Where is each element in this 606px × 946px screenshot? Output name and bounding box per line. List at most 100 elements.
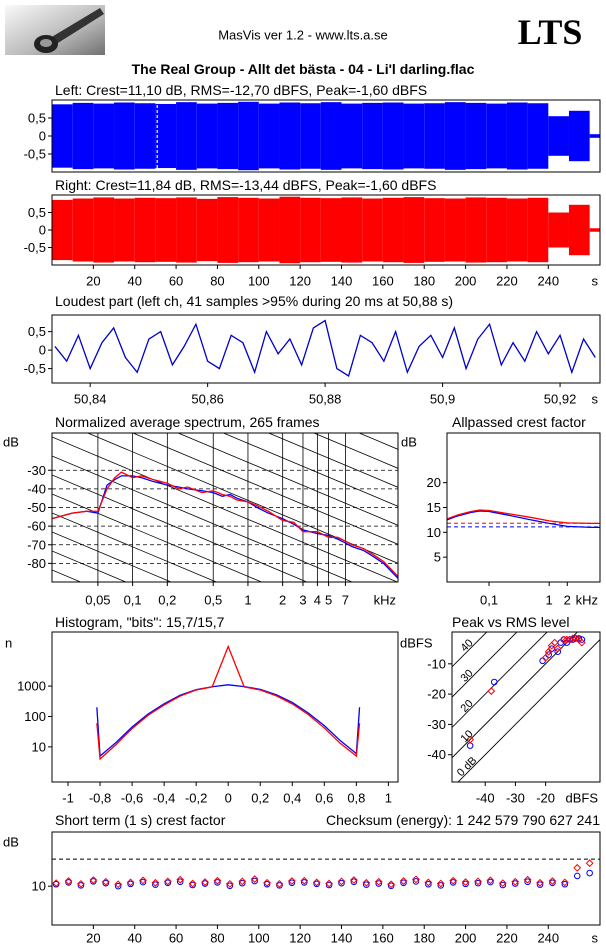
point bbox=[238, 879, 246, 887]
plot-frame bbox=[51, 99, 601, 173]
point bbox=[412, 878, 420, 885]
x-tick-label: 1 bbox=[385, 791, 392, 806]
point bbox=[225, 879, 234, 888]
chart-title: Right: Crest=11,84 dB, RMS=-13,44 dBFS, … bbox=[55, 177, 436, 193]
point bbox=[487, 878, 494, 886]
point bbox=[101, 877, 110, 886]
point bbox=[424, 878, 433, 887]
point bbox=[139, 878, 147, 886]
point bbox=[523, 875, 532, 884]
plot-area bbox=[452, 632, 600, 782]
point bbox=[577, 638, 586, 647]
waveform-envelope bbox=[506, 102, 528, 170]
point bbox=[337, 877, 346, 886]
y-axis-label: dB bbox=[3, 435, 19, 450]
y-tick-label: 100 bbox=[24, 709, 46, 724]
waveform-envelope bbox=[486, 103, 507, 169]
waveform-envelope bbox=[155, 103, 177, 169]
y-tick-label: -70 bbox=[27, 537, 46, 552]
x-tick-label: -0,2 bbox=[185, 791, 207, 806]
plot-area bbox=[447, 433, 600, 582]
x-tick-label: 140 bbox=[331, 931, 353, 946]
point bbox=[466, 735, 475, 744]
point bbox=[461, 878, 470, 886]
x-tick-label: 80 bbox=[210, 274, 224, 289]
data-line bbox=[96, 684, 361, 758]
y-tick-label: 10 bbox=[32, 879, 46, 894]
waveform-envelope bbox=[362, 102, 383, 170]
crest-line bbox=[452, 632, 518, 698]
point bbox=[201, 878, 209, 886]
waveform-envelope bbox=[238, 101, 259, 171]
point bbox=[560, 878, 569, 887]
point bbox=[553, 644, 562, 653]
diagonal-grid bbox=[222, 433, 398, 507]
logo bbox=[5, 5, 105, 55]
waveform-envelope bbox=[217, 197, 239, 263]
y-tick-label: -20 bbox=[427, 687, 446, 702]
point bbox=[511, 877, 520, 886]
waveform-envelope bbox=[362, 198, 383, 262]
point bbox=[554, 648, 562, 655]
waveform-envelope bbox=[341, 103, 363, 169]
diagonal-grid bbox=[267, 433, 398, 488]
diagonal-grid bbox=[52, 455, 354, 582]
waveform-envelope bbox=[527, 197, 549, 263]
y-axis-label: n bbox=[5, 636, 12, 651]
waveform-envelope bbox=[506, 198, 528, 262]
waveform-envelope bbox=[114, 102, 135, 170]
point bbox=[387, 882, 395, 890]
x-axis-label: kHz bbox=[374, 593, 396, 608]
point bbox=[449, 876, 458, 885]
x-tick-label: 120 bbox=[289, 274, 311, 289]
x-tick-label: -0,4 bbox=[153, 791, 175, 806]
x-tick-label: 20 bbox=[86, 931, 100, 946]
point bbox=[499, 881, 507, 889]
x-tick-label: 50,88 bbox=[309, 392, 342, 407]
x-axis-label: s bbox=[592, 274, 599, 289]
point bbox=[550, 638, 559, 647]
data-line bbox=[447, 510, 600, 529]
waveform-envelope bbox=[527, 103, 549, 169]
point bbox=[114, 880, 123, 889]
diagonal-grid bbox=[177, 433, 398, 526]
data-line bbox=[96, 644, 361, 761]
crest-line bbox=[452, 632, 578, 759]
x-tick-label: 40 bbox=[127, 931, 141, 946]
waveform-envelope bbox=[382, 197, 404, 263]
chart-title: Left: Crest=11,10 dB, RMS=-12,70 dBFS, P… bbox=[55, 82, 427, 98]
point bbox=[287, 877, 296, 885]
x-tick-label: 0,8 bbox=[347, 791, 365, 806]
x-axis-label: dBFS bbox=[565, 791, 598, 806]
y-tick-label: 0 bbox=[39, 129, 46, 144]
point bbox=[176, 875, 185, 884]
waveform-envelope bbox=[486, 197, 507, 263]
point bbox=[126, 878, 135, 887]
crest-line bbox=[457, 639, 600, 782]
x-tick-label: -40 bbox=[476, 791, 495, 806]
point bbox=[363, 881, 370, 888]
waveform-envelope bbox=[52, 104, 73, 168]
point bbox=[565, 635, 574, 644]
plot-frame bbox=[51, 194, 601, 266]
x-tick-label: 200 bbox=[455, 274, 477, 289]
waveform-envelope bbox=[403, 103, 425, 169]
x-tick-label: 180 bbox=[413, 274, 435, 289]
waveform-envelope bbox=[465, 197, 487, 263]
x-tick-label: 50,86 bbox=[191, 392, 224, 407]
x-tick-label: 50,9 bbox=[430, 392, 455, 407]
point bbox=[524, 878, 531, 886]
point bbox=[568, 634, 577, 643]
plot-frame bbox=[51, 314, 601, 384]
point bbox=[387, 880, 396, 889]
point bbox=[300, 879, 308, 886]
x-tick-label: 140 bbox=[331, 274, 353, 289]
x-tick-label: 3 bbox=[299, 593, 306, 608]
point bbox=[374, 877, 383, 886]
point bbox=[350, 878, 358, 886]
waveform-envelope bbox=[403, 197, 425, 263]
point bbox=[151, 878, 160, 887]
x-tick-label: 160 bbox=[372, 274, 394, 289]
track-title: The Real Group - Allt det bästa - 04 - L… bbox=[132, 61, 475, 77]
data-line bbox=[52, 475, 398, 579]
